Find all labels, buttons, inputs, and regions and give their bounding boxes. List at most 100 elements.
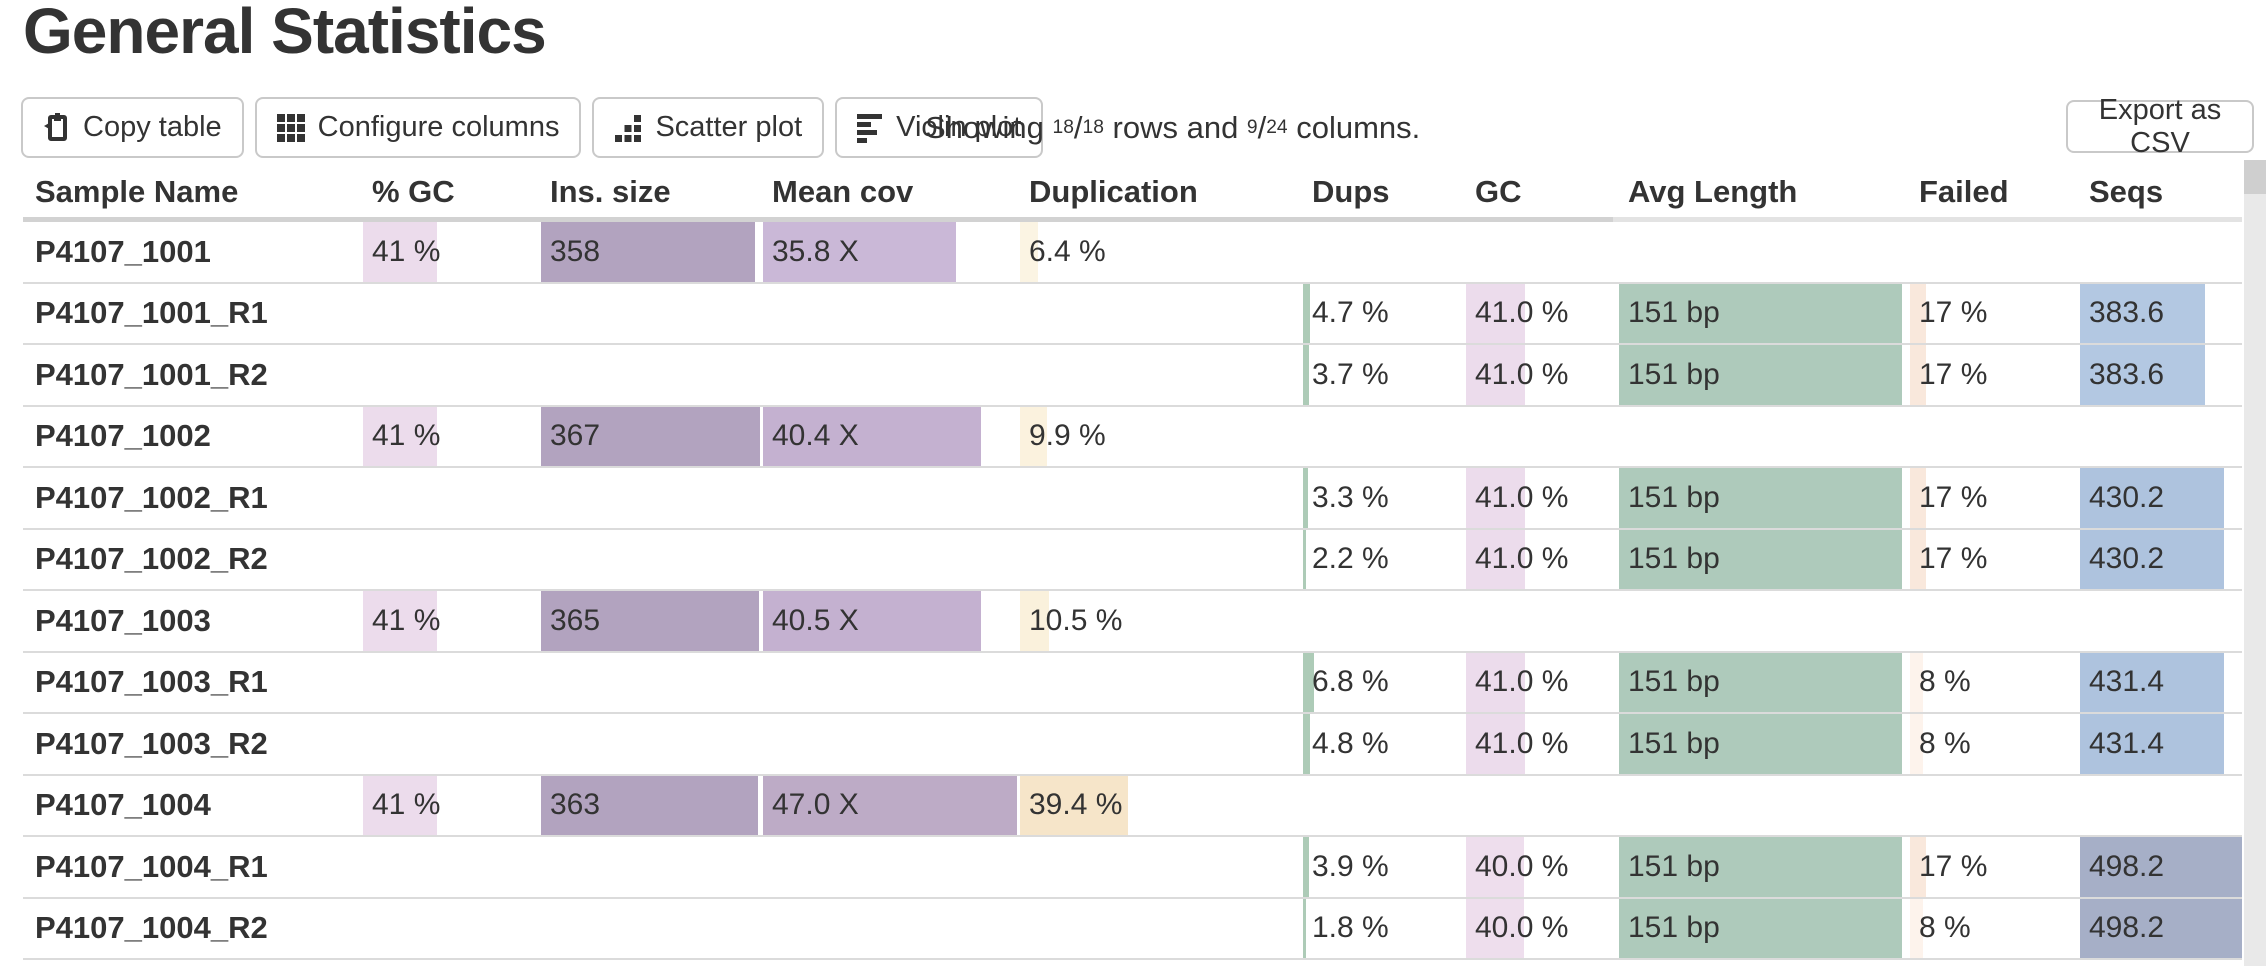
configure-columns-button[interactable]: Configure columns xyxy=(254,97,582,158)
header-duplication[interactable]: Duplication xyxy=(1029,173,1198,209)
bar-ins_size xyxy=(541,222,755,282)
cell-dups: 3.3 % xyxy=(1303,468,1458,528)
table-header-row: Sample Name % GC Ins. size Mean cov Duplicat… xyxy=(23,166,2242,217)
bar-dups xyxy=(1303,345,1309,405)
bar-avg_length xyxy=(1619,283,1902,343)
cell-duplication: 10.5 % xyxy=(1020,591,1295,651)
cell-avg_length: 151 bp xyxy=(1619,283,1902,343)
cell-mean_cov: 40.5 X xyxy=(763,591,1017,651)
cell-failed: 17 % xyxy=(1910,837,2072,897)
bar-failed xyxy=(1910,714,1923,774)
copy-table-button[interactable]: Copy table xyxy=(21,97,244,158)
sample-name: P4107_1004_R1 xyxy=(35,848,268,884)
grid-icon xyxy=(276,113,305,142)
cell-dups: 4.7 % xyxy=(1303,283,1458,343)
cell-dups: 2.2 % xyxy=(1303,529,1458,589)
cell-gc: 41.0 % xyxy=(1466,283,1611,343)
header-mean_cov[interactable]: Mean cov xyxy=(772,173,914,209)
cell-gc: 41.0 % xyxy=(1466,652,1611,712)
bar-avg_length xyxy=(1619,345,1902,405)
bar-gc xyxy=(1466,714,1526,774)
cell-duplication: 6.4 % xyxy=(1020,222,1295,282)
bar-gc xyxy=(1466,283,1526,343)
header-failed[interactable]: Failed xyxy=(1919,173,2009,209)
table-row: P4107_1004 41 % 363 47.0 X 39.4 % xyxy=(23,775,2242,837)
bar-seqs xyxy=(2080,652,2225,712)
bar-ins_size xyxy=(541,775,758,835)
sample-name: P4107_1002 xyxy=(35,418,211,454)
cell-failed: 8 % xyxy=(1910,714,2072,774)
cell-dups: 1.8 % xyxy=(1303,898,1458,958)
bar-duplication xyxy=(1020,406,1048,466)
cell-mean_cov: 47.0 X xyxy=(763,775,1017,835)
bar-gc_pct xyxy=(363,222,437,282)
clipboard-icon xyxy=(43,112,70,143)
cell-dups: 3.7 % xyxy=(1303,345,1458,405)
bar-dups xyxy=(1303,283,1311,343)
bar-dups xyxy=(1303,898,1306,958)
bar-seqs xyxy=(2080,898,2242,958)
bar-gc xyxy=(1466,468,1526,528)
bar-dups xyxy=(1303,837,1310,897)
sample-name: P4107_1001_R1 xyxy=(35,295,268,331)
bar-avg_length xyxy=(1619,652,1902,712)
bar-failed xyxy=(1910,345,1927,405)
vertical-scrollbar-track[interactable] xyxy=(2244,160,2266,966)
table-row: P4107_1003_R2 4.8 % 41.0 % 151 bp 8 % 431.4 xyxy=(23,714,2242,776)
table-row: P4107_1004_R1 3.9 % 40.0 % 151 bp 17 % 498.2 xyxy=(23,837,2242,899)
cell-seqs: 430.2 xyxy=(2080,529,2242,589)
cell-gc: 41.0 % xyxy=(1466,345,1611,405)
bar-failed xyxy=(1910,898,1923,958)
bar-gc_pct xyxy=(363,775,437,835)
header-name[interactable]: Sample Name xyxy=(35,173,239,209)
sample-name: P4107_1004_R2 xyxy=(35,910,268,946)
configure-columns-label: Configure columns xyxy=(317,111,560,143)
cell-avg_length: 151 bp xyxy=(1619,837,1902,897)
cell-seqs: 498.2 xyxy=(2080,898,2242,958)
bar-avg_length xyxy=(1619,529,1902,589)
bar-duplication xyxy=(1020,591,1049,651)
cell-seqs: 498.2 xyxy=(2080,837,2242,897)
cell-dups: 4.8 % xyxy=(1303,714,1458,774)
cell-duplication: 9.9 % xyxy=(1020,406,1295,466)
scatter-plot-button[interactable]: Scatter plot xyxy=(592,97,825,158)
cell-seqs: 383.6 xyxy=(2080,345,2242,405)
header-gc_pct[interactable]: % GC xyxy=(372,173,455,209)
bar-seqs xyxy=(2080,468,2225,528)
header-avg_length[interactable]: Avg Length xyxy=(1628,173,1798,209)
showing-rows-columns-text: Showing 18/18 rows and 9/24 columns. xyxy=(925,109,1421,145)
bar-avg_length xyxy=(1619,714,1902,774)
cell-gc: 41.0 % xyxy=(1466,529,1611,589)
vertical-scrollbar-thumb[interactable] xyxy=(2244,160,2266,194)
cell-gc_pct: 41 % xyxy=(363,406,543,466)
cell-gc_pct: 41 % xyxy=(363,222,543,282)
cell-duplication: 39.4 % xyxy=(1020,775,1295,835)
cell-avg_length: 151 bp xyxy=(1619,652,1902,712)
bar-gc xyxy=(1466,837,1524,897)
violin-chart-icon xyxy=(857,113,883,143)
bar-dups xyxy=(1303,652,1314,712)
bar-dups xyxy=(1303,714,1311,774)
bar-gc xyxy=(1466,898,1524,958)
cell-seqs: 383.6 xyxy=(2080,283,2242,343)
bar-avg_length xyxy=(1619,898,1902,958)
export-csv-button[interactable]: Export as CSV xyxy=(2066,94,2254,159)
cell-failed: 8 % xyxy=(1910,898,2072,958)
header-dups[interactable]: Dups xyxy=(1312,173,1390,209)
cell-gc: 40.0 % xyxy=(1466,837,1611,897)
cell-avg_length: 151 bp xyxy=(1619,529,1902,589)
cell-gc: 41.0 % xyxy=(1466,468,1611,528)
header-ins_size[interactable]: Ins. size xyxy=(550,173,671,209)
bar-dups xyxy=(1303,529,1307,589)
cell-mean_cov: 35.8 X xyxy=(763,222,1017,282)
table-body: P4107_1001 41 % 358 35.8 X 6.4 % P4107_1001_R… xyxy=(23,222,2242,960)
bar-seqs xyxy=(2080,714,2225,774)
bar-failed xyxy=(1910,652,1923,712)
cell-ins_size: 358 xyxy=(541,222,765,282)
cell-ins_size: 365 xyxy=(541,591,765,651)
violin-plot-button[interactable]: Violin plot xyxy=(835,97,1044,158)
cell-failed: 17 % xyxy=(1910,529,2072,589)
header-gc[interactable]: GC xyxy=(1475,173,1522,209)
header-seqs[interactable]: Seqs xyxy=(2089,173,2164,209)
bar-seqs xyxy=(2080,283,2205,343)
